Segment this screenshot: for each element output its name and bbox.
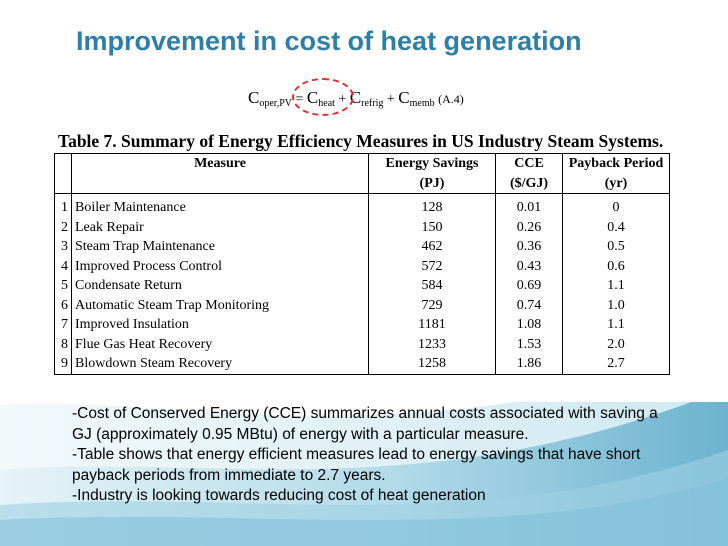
row-energy-savings: 462 bbox=[368, 237, 496, 257]
row-measure: Steam Trap Maintenance bbox=[71, 237, 369, 257]
row-cce: 0.74 bbox=[495, 295, 563, 315]
row-measure: Blowdown Steam Recovery bbox=[71, 354, 369, 375]
row-energy-savings: 729 bbox=[368, 295, 496, 315]
row-measure: Automatic Steam Trap Monitoring bbox=[71, 295, 369, 315]
table-row: 6 Automatic Steam Trap Monitoring 729 0.… bbox=[54, 295, 670, 315]
row-measure: Flue Gas Heat Recovery bbox=[71, 334, 369, 354]
row-number: 8 bbox=[54, 334, 72, 354]
equation-term2-symbol: C bbox=[349, 88, 362, 107]
units-payback-period: (yr) bbox=[562, 173, 670, 194]
row-cce: 0.01 bbox=[495, 193, 563, 218]
row-number: 6 bbox=[54, 295, 72, 315]
slide-title: Improvement in cost of heat generation bbox=[76, 26, 582, 56]
table-row: 5 Condensate Return 584 0.69 1.1 bbox=[54, 276, 670, 296]
row-payback-period: 0.5 bbox=[562, 237, 670, 257]
row-cce: 0.69 bbox=[495, 276, 563, 296]
equation-reference: (A.4) bbox=[438, 92, 464, 106]
row-measure: Leak Repair bbox=[71, 217, 369, 237]
equation-lhs-subscript: oper,PV bbox=[259, 98, 292, 109]
units-num-cell bbox=[54, 173, 72, 194]
row-payback-period: 1.0 bbox=[562, 295, 670, 315]
equation-term2-subscript: refrig bbox=[361, 98, 384, 109]
table-row: 1 Boiler Maintenance 128 0.01 0 bbox=[54, 193, 670, 218]
table-caption: Table 7. Summary of Energy Efficiency Me… bbox=[58, 131, 664, 151]
header-measure: Measure bbox=[71, 153, 369, 174]
bullet-list: -Cost of Conserved Energy (CCE) summariz… bbox=[72, 404, 672, 507]
row-measure: Improved Process Control bbox=[71, 256, 369, 276]
measures-table: Measure Energy Savings CCE Payback Perio… bbox=[54, 153, 670, 375]
table-panel: Table 7. Summary of Energy Efficiency Me… bbox=[34, 120, 728, 402]
row-number: 2 bbox=[54, 217, 72, 237]
row-cce: 1.86 bbox=[495, 354, 563, 375]
row-cce: 0.36 bbox=[495, 237, 563, 257]
equation-lhs-symbol: C bbox=[248, 88, 260, 107]
units-cce: ($/GJ) bbox=[495, 173, 563, 194]
row-energy-savings: 150 bbox=[368, 217, 496, 237]
table-row: 7 Improved Insulation 1181 1.08 1.1 bbox=[54, 315, 670, 335]
row-energy-savings: 1181 bbox=[368, 315, 496, 335]
row-payback-period: 2.0 bbox=[562, 334, 670, 354]
equation-term3-subscript: memb bbox=[409, 98, 435, 109]
row-number: 9 bbox=[54, 354, 72, 375]
row-cce: 1.53 bbox=[495, 334, 563, 354]
row-payback-period: 2.7 bbox=[562, 354, 670, 375]
table-row: 9 Blowdown Steam Recovery 1258 1.86 2.7 bbox=[54, 354, 670, 375]
units-measure-cell bbox=[71, 173, 369, 194]
row-energy-savings: 572 bbox=[368, 256, 496, 276]
row-number: 3 bbox=[54, 237, 72, 257]
row-payback-period: 0 bbox=[562, 193, 670, 218]
row-payback-period: 1.1 bbox=[562, 276, 670, 296]
row-payback-period: 0.6 bbox=[562, 256, 670, 276]
header-payback-period: Payback Period bbox=[562, 153, 670, 174]
table-row: 4 Improved Process Control 572 0.43 0.6 bbox=[54, 256, 670, 276]
row-number: 4 bbox=[54, 256, 72, 276]
table-header-row: Measure Energy Savings CCE Payback Perio… bbox=[54, 153, 670, 174]
highlight-ellipse bbox=[292, 78, 354, 116]
row-energy-savings: 1258 bbox=[368, 354, 496, 375]
table-units-row: (PJ) ($/GJ) (yr) bbox=[54, 173, 670, 194]
row-measure: Boiler Maintenance bbox=[71, 193, 369, 218]
row-cce: 0.43 bbox=[495, 256, 563, 276]
row-payback-period: 1.1 bbox=[562, 315, 670, 335]
table-row: 3 Steam Trap Maintenance 462 0.36 0.5 bbox=[54, 237, 670, 257]
row-number: 5 bbox=[54, 276, 72, 296]
row-number: 1 bbox=[54, 193, 72, 218]
units-energy-savings: (PJ) bbox=[368, 173, 496, 194]
bullet-payback-summary: -Table shows that energy efficient measu… bbox=[72, 446, 641, 484]
bullet-industry-goal: -Industry is looking towards reducing co… bbox=[72, 487, 486, 504]
row-measure: Condensate Return bbox=[71, 276, 369, 296]
row-energy-savings: 1233 bbox=[368, 334, 496, 354]
table-row: 8 Flue Gas Heat Recovery 1233 1.53 2.0 bbox=[54, 334, 670, 354]
header-cce: CCE bbox=[495, 153, 563, 174]
bullet-cce-definition: -Cost of Conserved Energy (CCE) summariz… bbox=[72, 405, 658, 443]
row-number: 7 bbox=[54, 315, 72, 335]
row-cce: 0.26 bbox=[495, 217, 563, 237]
equation-plus-2: + bbox=[386, 92, 395, 107]
equation-term3-symbol: C bbox=[398, 88, 410, 107]
row-cce: 1.08 bbox=[495, 315, 563, 335]
header-num-cell bbox=[54, 153, 72, 174]
row-energy-savings: 128 bbox=[368, 193, 496, 218]
cost-equation: Coper,PV = Cheat + Crefrig + Cmemb (A.4) bbox=[248, 88, 464, 109]
table-row: 2 Leak Repair 150 0.26 0.4 bbox=[54, 217, 670, 237]
header-energy-savings: Energy Savings bbox=[368, 153, 496, 174]
row-energy-savings: 584 bbox=[368, 276, 496, 296]
row-payback-period: 0.4 bbox=[562, 217, 670, 237]
row-measure: Improved Insulation bbox=[71, 315, 369, 335]
